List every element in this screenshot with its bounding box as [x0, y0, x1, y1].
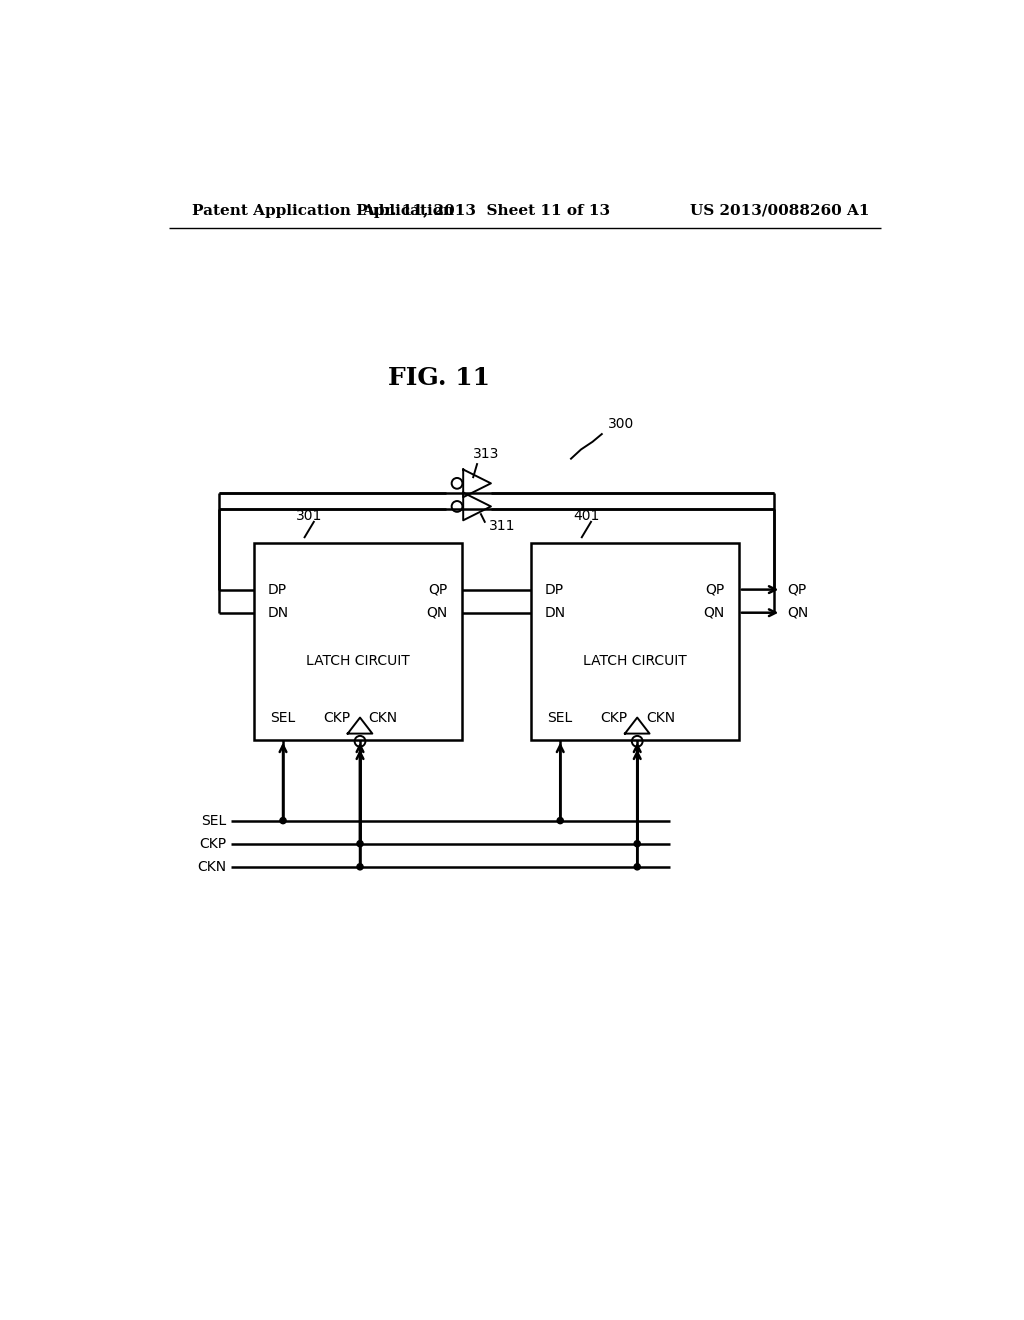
- Text: LATCH CIRCUIT: LATCH CIRCUIT: [583, 655, 687, 668]
- Text: DP: DP: [267, 582, 287, 597]
- Circle shape: [280, 817, 286, 824]
- Bar: [254, 544, 462, 739]
- Text: CKN: CKN: [646, 711, 675, 725]
- Bar: [531, 544, 739, 739]
- Text: QN: QN: [703, 606, 725, 619]
- Text: QN: QN: [787, 606, 809, 619]
- Text: Patent Application Publication: Patent Application Publication: [193, 203, 455, 218]
- Text: 301: 301: [296, 510, 323, 524]
- Text: SEL: SEL: [202, 813, 226, 828]
- Circle shape: [557, 817, 563, 824]
- Text: QN: QN: [427, 606, 447, 619]
- Text: FIG. 11: FIG. 11: [387, 366, 489, 389]
- Text: Apr. 11, 2013  Sheet 11 of 13: Apr. 11, 2013 Sheet 11 of 13: [362, 203, 610, 218]
- Circle shape: [634, 841, 640, 847]
- Circle shape: [634, 863, 640, 870]
- Text: CKP: CKP: [200, 837, 226, 850]
- Text: SEL: SEL: [270, 711, 296, 725]
- Text: QP: QP: [787, 582, 807, 597]
- Text: DP: DP: [545, 582, 564, 597]
- Text: 401: 401: [573, 510, 600, 524]
- Text: DN: DN: [267, 606, 289, 619]
- Text: US 2013/0088260 A1: US 2013/0088260 A1: [690, 203, 869, 218]
- Text: QP: QP: [429, 582, 447, 597]
- Circle shape: [357, 863, 364, 870]
- Text: CKP: CKP: [600, 711, 628, 725]
- Text: CKP: CKP: [324, 711, 350, 725]
- Text: QP: QP: [706, 582, 725, 597]
- Text: SEL: SEL: [548, 711, 572, 725]
- Text: 313: 313: [473, 447, 500, 461]
- Text: 311: 311: [488, 519, 515, 533]
- Circle shape: [357, 841, 364, 847]
- Text: LATCH CIRCUIT: LATCH CIRCUIT: [306, 655, 410, 668]
- Text: CKN: CKN: [198, 859, 226, 874]
- Text: CKN: CKN: [369, 711, 397, 725]
- Text: 300: 300: [608, 417, 634, 432]
- Text: DN: DN: [545, 606, 566, 619]
